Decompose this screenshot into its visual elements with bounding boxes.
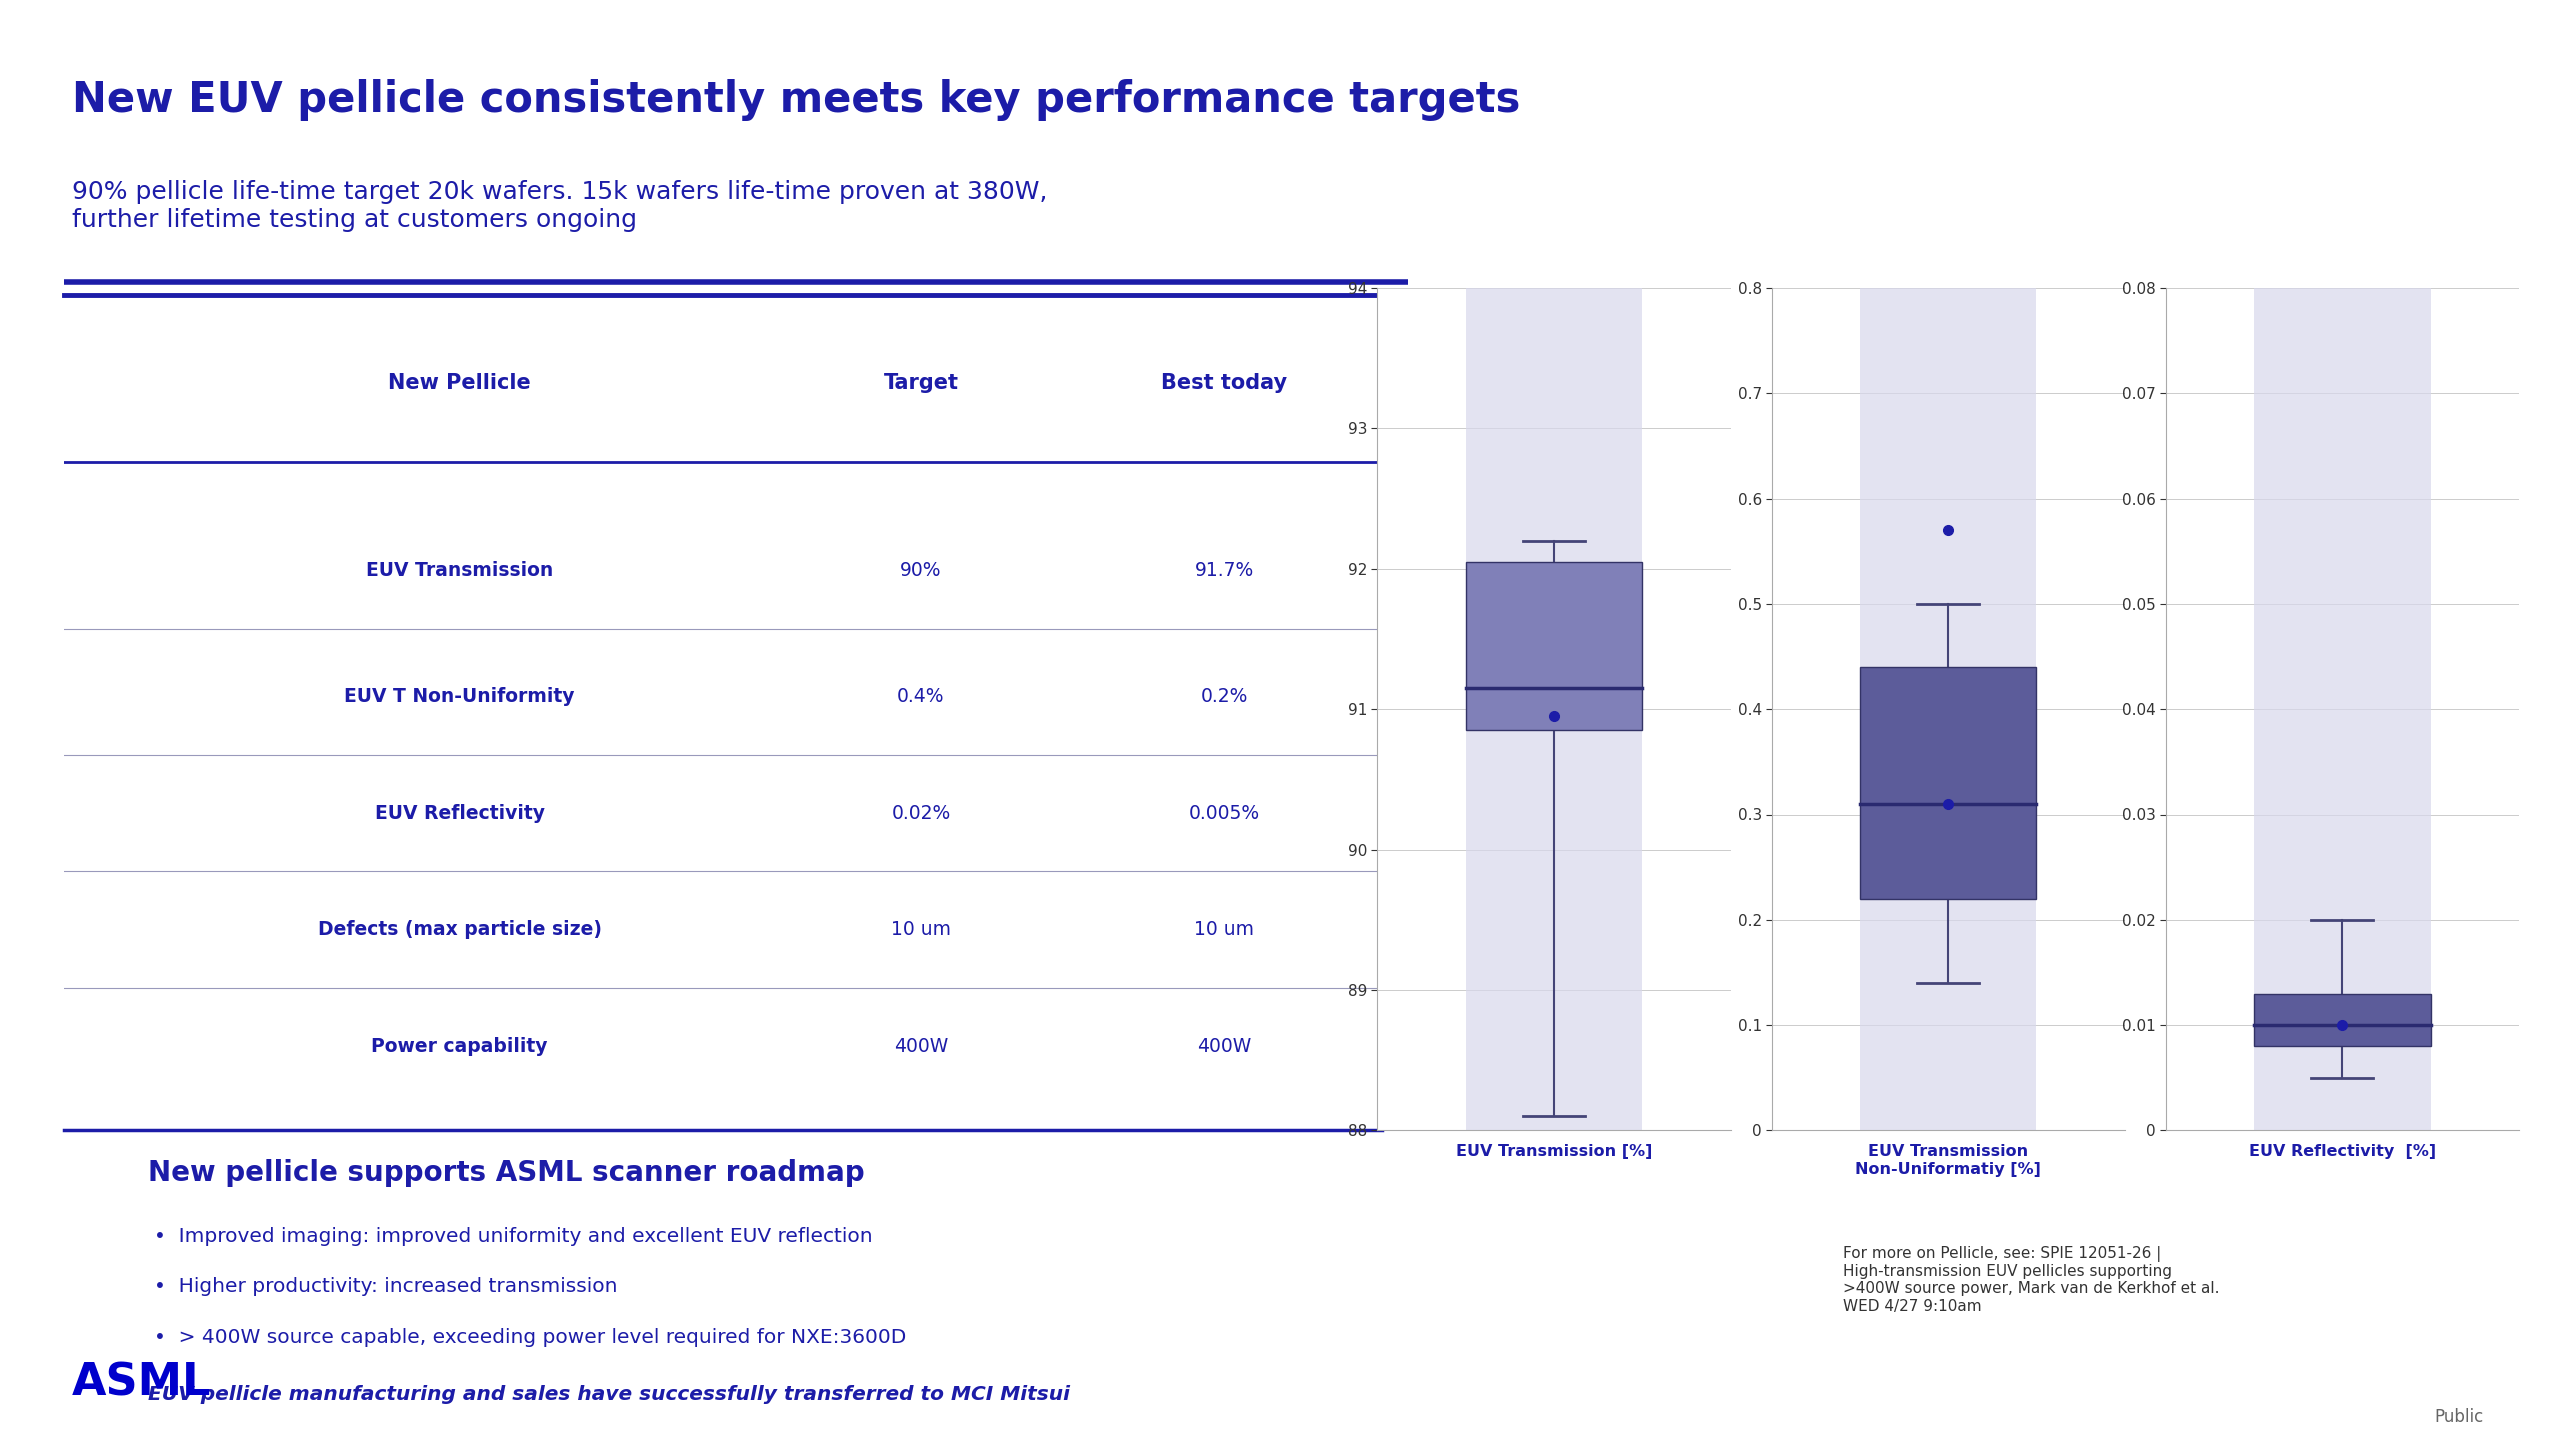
Text: 90% pellicle life-time target 20k wafers. 15k wafers life-time proven at 380W,
f: 90% pellicle life-time target 20k wafers…	[72, 180, 1047, 232]
Text: 10 um: 10 um	[891, 920, 950, 939]
X-axis label: EUV Reflectivity  [%]: EUV Reflectivity [%]	[2248, 1145, 2437, 1159]
Bar	[2255, 288, 2432, 1130]
Text: EUV pellicle manufacturing and sales have successfully transferred to MCI Mitsui: EUV pellicle manufacturing and sales hav…	[148, 1385, 1070, 1404]
Text: ASML: ASML	[72, 1361, 210, 1404]
Bar	[2255, 994, 2432, 1045]
Text: New pellicle supports ASML scanner roadmap: New pellicle supports ASML scanner roadm…	[148, 1159, 865, 1187]
X-axis label: EUV Transmission [%]: EUV Transmission [%]	[1457, 1145, 1651, 1159]
Text: EUV T Non-Uniformity: EUV T Non-Uniformity	[343, 687, 576, 706]
Text: 0.02%: 0.02%	[891, 804, 950, 822]
Text: 90%: 90%	[901, 562, 942, 580]
Text: EUV Transmission: EUV Transmission	[366, 562, 553, 580]
Text: •  Improved imaging: improved uniformity and excellent EUV reflection: • Improved imaging: improved uniformity …	[154, 1227, 873, 1246]
Text: 91.7%: 91.7%	[1196, 562, 1254, 580]
Text: New EUV pellicle consistently meets key performance targets: New EUV pellicle consistently meets key …	[72, 79, 1521, 121]
Bar	[1467, 288, 1644, 1130]
Text: Defects (max particle size): Defects (max particle size)	[317, 920, 602, 939]
Text: 400W: 400W	[893, 1037, 947, 1057]
Text: •  > 400W source capable, exceeding power level required for NXE:3600D: • > 400W source capable, exceeding power…	[154, 1328, 906, 1346]
Text: 10 um: 10 um	[1193, 920, 1254, 939]
Bar	[1859, 288, 2038, 1130]
Text: EUV Reflectivity: EUV Reflectivity	[374, 804, 545, 822]
Bar	[1467, 562, 1644, 730]
Text: 400W: 400W	[1198, 1037, 1252, 1057]
Text: Public: Public	[2435, 1408, 2483, 1426]
Text: For more on Pellicle, see: SPIE 12051-26 |
High-transmission EUV pellicles suppo: For more on Pellicle, see: SPIE 12051-26…	[1843, 1246, 2220, 1313]
Text: 0.4%: 0.4%	[896, 687, 945, 706]
Text: New Pellicle: New Pellicle	[389, 373, 530, 393]
Text: Target: Target	[883, 373, 957, 393]
Text: Power capability: Power capability	[371, 1037, 548, 1057]
Text: •  Higher productivity: increased transmission: • Higher productivity: increased transmi…	[154, 1277, 617, 1296]
Text: Best today: Best today	[1162, 373, 1288, 393]
Text: 0.005%: 0.005%	[1188, 804, 1260, 822]
Text: 0.2%: 0.2%	[1201, 687, 1247, 706]
Bar	[1859, 667, 2038, 899]
X-axis label: EUV Transmission
Non-Uniformatiy [%]: EUV Transmission Non-Uniformatiy [%]	[1856, 1145, 2040, 1176]
